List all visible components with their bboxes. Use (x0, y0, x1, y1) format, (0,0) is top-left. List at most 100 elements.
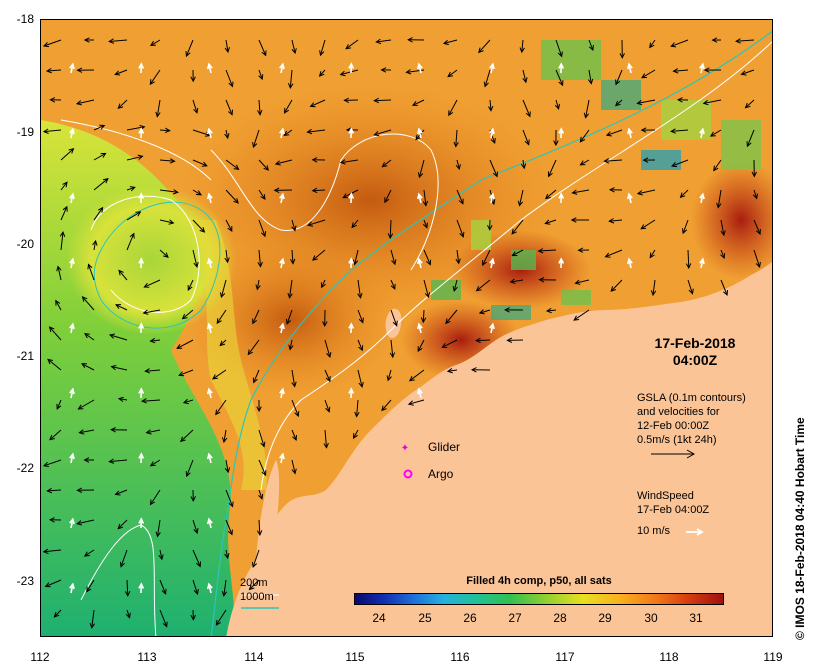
velocity-arrow-head (448, 110, 454, 117)
velocity-arrow-shaft (93, 152, 106, 161)
velocity-arrow-shaft (555, 39, 563, 57)
velocity-arrow-shaft (671, 159, 689, 167)
velocity-arrow-head (108, 458, 115, 464)
velocity-arrow-head (670, 162, 678, 168)
velocity-arrow-shaft (448, 99, 458, 116)
wind-arrow-head (348, 387, 355, 394)
wind-arrow-head (206, 322, 213, 330)
wind-arrow-head (69, 452, 75, 460)
velocity-arrow-shaft (252, 549, 260, 568)
velocity-arrow-head (522, 77, 528, 84)
velocity-arrow-shaft (220, 279, 227, 298)
velocity-arrow-head (318, 71, 325, 77)
gsla-contour-north (60, 119, 212, 181)
velocity-arrow-head (260, 194, 266, 201)
velocity-arrow-head (509, 278, 516, 284)
wind-arrow-head (558, 192, 565, 199)
velocity-arrow-shaft (111, 366, 128, 371)
velocity-arrow-head (221, 437, 228, 444)
velocity-arrow-head (445, 318, 451, 325)
velocity-arrow-head (504, 307, 510, 313)
velocity-arrow-head (537, 248, 544, 254)
velocity-arrow-shaft (548, 159, 557, 177)
velocity-arrow-head (227, 529, 233, 536)
velocity-arrow-shaft (145, 369, 161, 372)
velocity-arrow-shaft (456, 249, 460, 264)
velocity-arrow-head (636, 99, 643, 106)
velocity-arrow-head (273, 187, 280, 194)
velocity-arrow-head (579, 136, 586, 143)
velocity-arrow-head (89, 622, 96, 629)
velocity-arrow-shaft (555, 69, 564, 86)
velocity-arrow-head (390, 283, 396, 290)
velocity-arrow-shaft (390, 249, 396, 265)
velocity-arrow-head (62, 181, 68, 188)
velocity-arrow-head (124, 590, 131, 597)
velocity-arrow-shaft (126, 609, 131, 618)
copyright-text: © IMOS 18-Feb-2018 04:40 Hobart Time (793, 417, 807, 640)
velocity-arrow-head (190, 496, 196, 502)
velocity-arrow-shaft (49, 429, 62, 441)
velocity-arrow-head (285, 318, 292, 325)
velocity-arrow-head (649, 42, 655, 49)
velocity-arrow-shaft (126, 155, 143, 161)
velocity-arrow-shaft (142, 399, 161, 402)
wind-arrow-head (69, 582, 75, 590)
velocity-arrow-head (619, 53, 625, 59)
velocity-arrow-head (640, 224, 647, 230)
velocity-arrow-shaft (418, 159, 425, 178)
velocity-arrow-shaft (289, 69, 293, 88)
velocity-arrow-head (42, 461, 49, 467)
velocity-arrow-head (149, 79, 155, 86)
velocity-arrow-head (110, 427, 116, 433)
velocity-arrow-shaft (478, 39, 491, 53)
velocity-arrow-shaft (192, 249, 198, 268)
colorbar-label: 24 (372, 611, 386, 625)
velocity-arrow-head (311, 187, 318, 194)
velocity-arrow-head (577, 247, 584, 253)
velocity-arrow-shaft (249, 579, 260, 590)
velocity-arrow-shaft (456, 219, 464, 237)
gsla-contour (210, 133, 439, 271)
velocity-arrow-shaft (252, 309, 260, 324)
velocity-arrow-head (291, 48, 297, 55)
velocity-arrow-head (615, 79, 621, 86)
velocity-arrow-head (215, 409, 221, 416)
velocity-arrow-head (357, 292, 363, 299)
velocity-arrow-shaft (357, 279, 361, 298)
velocity-arrow-head (155, 111, 161, 118)
velocity-arrow-shaft (680, 189, 689, 198)
velocity-arrow-head (190, 76, 196, 83)
wind-arrow-head (69, 517, 75, 525)
velocity-arrow-shaft (117, 99, 128, 109)
wind-arrow-head (699, 257, 705, 265)
velocity-arrow-head (190, 614, 196, 621)
velocity-arrow-head (614, 100, 621, 107)
velocity-arrow-head (325, 376, 331, 383)
wind-arrow-head (206, 62, 213, 70)
velocity-arrow-shaft (256, 279, 260, 290)
velocity-arrow-shaft (354, 249, 359, 265)
velocity-arrow-shaft (641, 69, 656, 79)
velocity-arrow-shaft (219, 339, 227, 346)
velocity-arrow-shaft (447, 369, 458, 372)
velocity-arrow-shaft (291, 429, 297, 441)
velocity-arrow-head (455, 164, 461, 171)
velocity-arrow-shaft (144, 279, 161, 288)
velocity-arrow-head (453, 141, 459, 148)
velocity-arrow-head (289, 258, 296, 265)
velocity-arrow-shaft (609, 219, 623, 222)
velocity-arrow-shaft (109, 334, 128, 341)
velocity-arrow-head (574, 279, 581, 285)
lat-tick: -18 (16, 12, 34, 26)
velocity-arrow-head (149, 337, 156, 344)
velocity-arrow-shaft (79, 429, 95, 434)
velocity-arrow-shaft (357, 339, 363, 351)
velocity-arrow-shaft (258, 219, 266, 237)
velocity-arrow-head (326, 352, 332, 359)
velocity-arrow-head (608, 218, 615, 224)
velocity-arrow-shaft (637, 99, 656, 104)
velocity-arrow-head (68, 147, 75, 154)
velocity-arrow-shaft (671, 39, 689, 47)
argo-marker (403, 469, 413, 479)
